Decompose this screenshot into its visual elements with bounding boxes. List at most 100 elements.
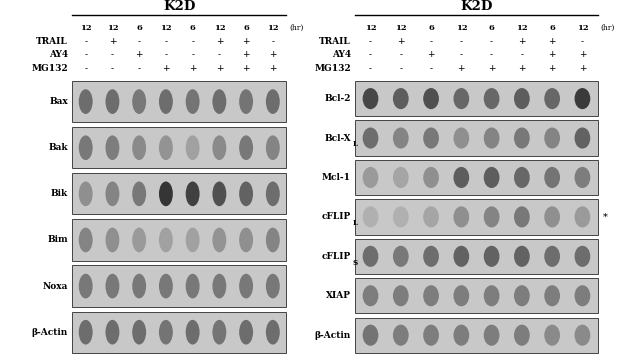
Ellipse shape [423, 127, 439, 149]
Text: (hr): (hr) [289, 24, 304, 32]
Text: -: - [460, 50, 463, 59]
Text: 12: 12 [80, 24, 91, 32]
Ellipse shape [79, 274, 92, 298]
Text: -: - [84, 50, 87, 59]
Text: +: + [242, 64, 250, 73]
Text: -: - [581, 37, 584, 46]
Text: -: - [138, 64, 141, 73]
Ellipse shape [266, 228, 280, 252]
Ellipse shape [454, 285, 469, 306]
Ellipse shape [544, 325, 560, 346]
Ellipse shape [484, 127, 499, 149]
Ellipse shape [213, 135, 226, 160]
Ellipse shape [266, 89, 280, 114]
Ellipse shape [213, 320, 226, 345]
Text: 12: 12 [214, 24, 225, 32]
Ellipse shape [79, 228, 92, 252]
Ellipse shape [514, 88, 530, 109]
Text: -: - [164, 50, 167, 59]
Text: β-Actin: β-Actin [31, 328, 68, 337]
Text: -: - [430, 64, 433, 73]
Text: +: + [269, 50, 277, 59]
Ellipse shape [239, 135, 253, 160]
Text: +: + [135, 50, 143, 59]
Text: -: - [490, 37, 493, 46]
Text: (hr): (hr) [601, 24, 615, 32]
Text: -: - [369, 64, 372, 73]
Text: 12: 12 [577, 24, 588, 32]
Ellipse shape [239, 89, 253, 114]
Ellipse shape [132, 274, 146, 298]
Text: Noxa: Noxa [43, 282, 68, 291]
Text: +: + [548, 50, 556, 59]
Text: -: - [460, 37, 463, 46]
Text: +: + [216, 64, 223, 73]
Ellipse shape [544, 88, 560, 109]
Text: +: + [579, 64, 586, 73]
Text: K2D: K2D [460, 0, 493, 13]
Ellipse shape [484, 206, 499, 228]
Ellipse shape [544, 285, 560, 306]
Ellipse shape [132, 89, 146, 114]
Text: -: - [111, 64, 114, 73]
Ellipse shape [574, 127, 590, 149]
Bar [355, 199, 598, 234]
Ellipse shape [454, 127, 469, 149]
Ellipse shape [106, 89, 120, 114]
Bar [355, 278, 598, 313]
Text: TRAIL: TRAIL [36, 37, 68, 46]
Text: -: - [84, 64, 87, 73]
Ellipse shape [159, 135, 173, 160]
Bar [355, 121, 598, 156]
Text: -: - [218, 50, 221, 59]
Ellipse shape [454, 167, 469, 188]
Ellipse shape [239, 181, 253, 206]
Text: 12: 12 [516, 24, 528, 32]
Ellipse shape [484, 325, 499, 346]
Ellipse shape [106, 274, 120, 298]
Text: TRAIL: TRAIL [320, 37, 351, 46]
Text: 12: 12 [365, 24, 376, 32]
Ellipse shape [132, 320, 146, 345]
Ellipse shape [514, 167, 530, 188]
Bar [72, 312, 286, 353]
Ellipse shape [363, 167, 379, 188]
Text: +: + [109, 37, 116, 46]
Text: -: - [271, 37, 274, 46]
Ellipse shape [514, 285, 530, 306]
Ellipse shape [514, 325, 530, 346]
Text: 6: 6 [243, 24, 249, 32]
Ellipse shape [239, 274, 253, 298]
Ellipse shape [159, 274, 173, 298]
Ellipse shape [393, 167, 409, 188]
Text: +: + [518, 37, 526, 46]
Text: AY4: AY4 [49, 50, 68, 59]
Ellipse shape [363, 206, 379, 228]
Ellipse shape [106, 228, 120, 252]
Text: -: - [430, 37, 433, 46]
Text: Bak: Bak [48, 143, 68, 152]
Ellipse shape [393, 246, 409, 267]
Bar [355, 239, 598, 274]
Text: -: - [111, 50, 114, 59]
Text: 6: 6 [549, 24, 555, 32]
Ellipse shape [363, 325, 379, 346]
Ellipse shape [363, 285, 379, 306]
Text: +: + [548, 64, 556, 73]
Text: 12: 12 [267, 24, 279, 32]
Text: +: + [488, 64, 496, 73]
Ellipse shape [393, 206, 409, 228]
Ellipse shape [423, 167, 439, 188]
Text: MG132: MG132 [314, 64, 351, 73]
Bar [72, 127, 286, 168]
Ellipse shape [106, 320, 120, 345]
Ellipse shape [454, 325, 469, 346]
Ellipse shape [79, 181, 92, 206]
Text: -: - [191, 37, 194, 46]
Text: +: + [548, 37, 556, 46]
Ellipse shape [213, 89, 226, 114]
Ellipse shape [266, 135, 280, 160]
Text: -: - [399, 50, 403, 59]
Text: 12: 12 [395, 24, 406, 32]
Bar [355, 160, 598, 195]
